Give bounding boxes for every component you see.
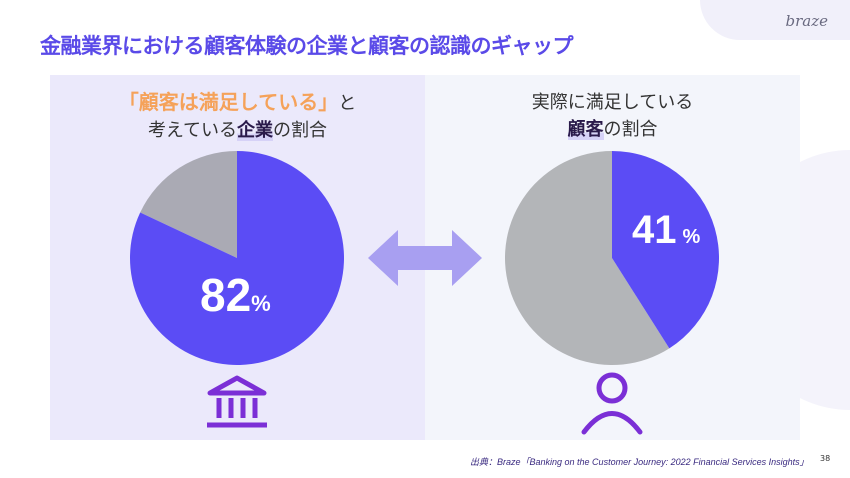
- heading-text: 実際に満足している: [531, 92, 694, 113]
- heading-text: 考えている: [147, 120, 238, 141]
- customer-heading: 実際に満足している 顧客の割合: [425, 89, 800, 143]
- double-arrow-icon: [368, 230, 482, 286]
- heading-highlight: 「顧客は満足している」: [118, 90, 339, 114]
- heading-bold: 企業: [237, 120, 274, 141]
- page-number: 38: [820, 454, 831, 463]
- braze-logo: braze: [785, 12, 829, 30]
- pie-1-slice-0: [612, 151, 719, 349]
- value: 41: [632, 208, 677, 252]
- pie-1-slice-1: [504, 151, 670, 365]
- customer-value-label: 41%: [632, 208, 700, 253]
- decor-shape: [700, 0, 850, 40]
- page-title: 金融業界における顧客体験の企業と顧客の認識のギャップ: [40, 34, 574, 58]
- company-heading: 「顧客は満足している」と 考えている企業の割合: [50, 89, 425, 144]
- heading-text: の割合: [273, 120, 328, 141]
- pie-0-slice-1: [140, 151, 237, 258]
- heading-bold: 顧客: [567, 119, 604, 140]
- pie-0-slice-0: [129, 151, 345, 365]
- company-value-label: 82%: [200, 268, 271, 322]
- source-citation: 出典：Braze「Banking on the Customer Journey…: [470, 457, 809, 467]
- heading-text: と: [338, 93, 357, 114]
- unit: %: [251, 291, 271, 316]
- bank-icon: [207, 375, 267, 428]
- heading-text: の割合: [603, 119, 658, 140]
- person-icon: [581, 372, 643, 435]
- value: 82: [200, 269, 252, 321]
- unit: %: [682, 226, 701, 248]
